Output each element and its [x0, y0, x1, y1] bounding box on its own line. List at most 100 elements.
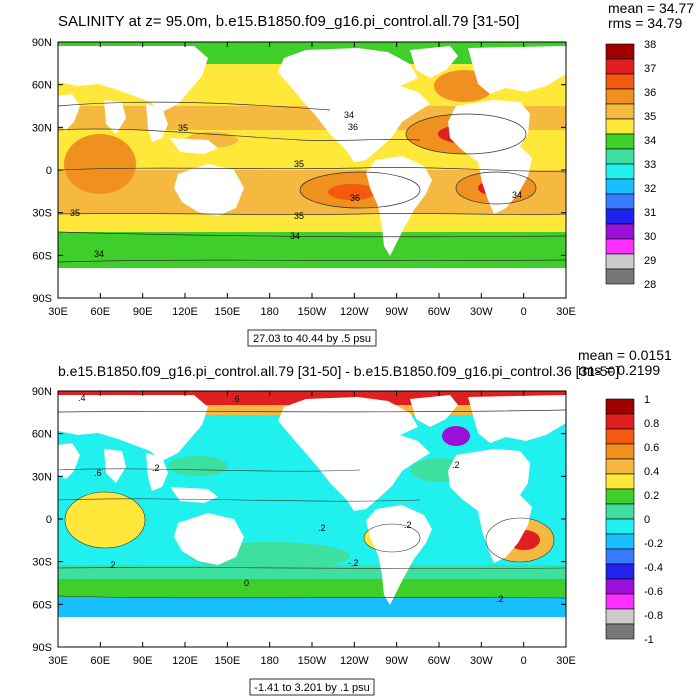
x-tick-label: 0 — [521, 306, 527, 318]
colorbar-box — [605, 593, 635, 610]
panel-2-range-box — [249, 678, 375, 696]
contour-label: .2 — [452, 460, 460, 470]
contour-label: 36 — [348, 122, 358, 132]
contour-label: .4 — [78, 393, 86, 403]
x-tick-label: 60W — [428, 655, 451, 667]
colorbar-box — [605, 88, 635, 105]
colorbar-box — [605, 548, 635, 565]
panel-salinity: SALINITY at z= 95.0m, b.e15.B1850.f09_g1… — [32, 0, 694, 347]
colorbar-box — [605, 253, 635, 270]
x-tick-label: 0 — [521, 655, 527, 667]
colorbar-label: 38 — [644, 39, 656, 51]
colorbar-box — [605, 133, 635, 150]
y-tick-label: 0 — [46, 514, 52, 526]
colorbar-box — [605, 178, 635, 195]
colorbar-box — [605, 208, 635, 225]
colorbar-label: 34 — [644, 135, 656, 147]
y-tick-label: 90S — [32, 642, 52, 654]
x-tick-label: 30E — [48, 655, 68, 667]
contour-label: .6 — [232, 394, 240, 404]
contour-label: -.2 — [348, 558, 359, 568]
colorbar-label: -0.4 — [644, 562, 663, 574]
contour-label: 35 — [70, 208, 80, 218]
contour-label: 35 — [178, 123, 188, 133]
panel-1-title: SALINITY at z= 95.0m, b.e15.B1850.f09_g1… — [58, 13, 519, 30]
panel-2-map: .4 .6 .6 .2 .2 .2 .2 0 -.2 .2 .2 — [58, 391, 566, 647]
x-tick-label: 90W — [385, 655, 408, 667]
colorbar-box — [605, 503, 635, 520]
contour-label: 0 — [244, 578, 249, 588]
colorbar-label: 0 — [644, 514, 650, 526]
contour-label: .2 — [496, 594, 504, 604]
contour-label: 34 — [512, 190, 522, 200]
y-tick-label: 30N — [32, 122, 52, 134]
panel-1-axes: 30E 60E 90E 120E 150E 180 150W 120W 90W 60W 30W 0 30… — [32, 37, 576, 318]
panel-2-colorbar: 1 0.8 0.6 0.4 0.2 0 -0.2 -0.4 -0.6 -0.8 -1 — [605, 394, 663, 646]
colorbar-label: -0.6 — [644, 586, 663, 598]
x-tick-label: 120E — [172, 306, 198, 318]
y-tick-label: 60N — [32, 80, 52, 92]
contour-label: .2 — [152, 463, 160, 473]
x-tick-label: 120W — [340, 306, 369, 318]
x-tick-label: 90E — [133, 655, 153, 667]
x-tick-label: 60E — [91, 306, 111, 318]
y-tick-label: 30S — [32, 208, 52, 220]
colorbar-box — [605, 518, 635, 535]
y-tick-label: 60S — [32, 599, 52, 611]
colorbar-box — [605, 118, 635, 135]
colorbar-label: 0.4 — [644, 466, 659, 478]
colorbar-box — [605, 103, 635, 120]
panel-1-range-box — [247, 329, 377, 347]
y-tick-label: 30N — [32, 471, 52, 483]
panel-difference: b.e15.B1850.f09_g16.pi_control.all.79 [3… — [32, 347, 672, 696]
x-tick-label: 180 — [260, 306, 278, 318]
colorbar-box — [605, 578, 635, 595]
x-tick-label: 180 — [260, 655, 278, 667]
colorbar-box — [605, 223, 635, 240]
colorbar-box — [605, 43, 635, 60]
colorbar-label: 1 — [644, 394, 650, 406]
colorbar-box — [605, 238, 635, 255]
colorbar-label: 29 — [644, 255, 656, 267]
panel-2-range-label: -1.41 to 3.201 by .1 psu — [254, 682, 370, 694]
x-tick-label: 120W — [340, 655, 369, 667]
contour-label: 34 — [290, 231, 300, 241]
colorbar-label: 28 — [644, 279, 656, 291]
colorbar-box — [605, 163, 635, 180]
x-tick-label: 150E — [214, 306, 240, 318]
colorbar-label: 36 — [644, 87, 656, 99]
panel-1-mean: mean = 34.77 — [608, 0, 694, 16]
colorbar-box — [605, 458, 635, 475]
colorbar-label: 35 — [644, 111, 656, 123]
contour-label: 35 — [294, 211, 304, 221]
contour-label: .6 — [94, 468, 102, 478]
colorbar-box — [605, 268, 635, 285]
x-tick-label: 150W — [298, 306, 327, 318]
contour-label: 34 — [344, 110, 354, 120]
colorbar-label: 37 — [644, 63, 656, 75]
colorbar-label: 30 — [644, 231, 656, 243]
y-tick-label: 0 — [46, 165, 52, 177]
y-tick-label: 60S — [32, 250, 52, 262]
panel-2-mean: mean = 0.0151 — [578, 347, 672, 363]
x-tick-label: 150W — [298, 655, 327, 667]
x-tick-label: 30W — [470, 655, 493, 667]
panel-1-range-label: 27.03 to 40.44 by .5 psu — [253, 333, 371, 345]
colorbar-box — [605, 58, 635, 75]
panel-2-rms: rms = 0.2199 — [578, 362, 660, 378]
contour-label: .2 — [404, 520, 412, 530]
y-tick-label: 90S — [32, 293, 52, 305]
y-tick-label: 60N — [32, 429, 52, 441]
x-tick-label: 90E — [133, 306, 153, 318]
x-tick-label: 30E — [556, 655, 576, 667]
x-tick-label: 30E — [556, 306, 576, 318]
panel-1-colorbar: 38 37 36 35 34 33 32 31 30 29 28 — [605, 39, 656, 291]
x-tick-label: 60E — [91, 655, 111, 667]
panel-2-axes: 30E 60E 90E 120E 150E 180 150W 120W 90W 60W 30W 0 30… — [32, 386, 576, 667]
contour-label: .2 — [318, 523, 326, 533]
colorbar-label: 0.2 — [644, 490, 659, 502]
colorbar-label: 33 — [644, 159, 656, 171]
colorbar-box — [605, 443, 635, 460]
colorbar-label: 32 — [644, 183, 656, 195]
